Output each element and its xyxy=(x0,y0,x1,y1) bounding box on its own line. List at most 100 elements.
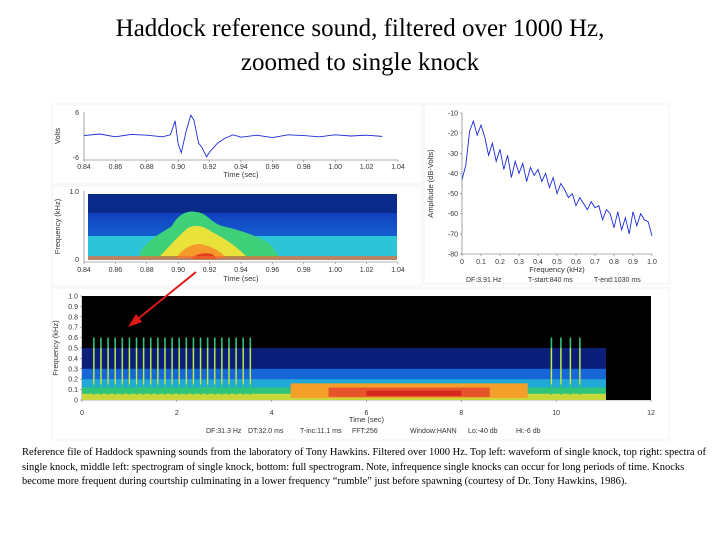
waveform-x-tick-label: 0.96 xyxy=(266,164,280,171)
spectrum-x-tick-label: 0.7 xyxy=(590,259,600,266)
spectro-full-y-tick-label: 0.6 xyxy=(68,335,78,342)
spectro-full-x-label: Time (sec) xyxy=(349,415,385,424)
spectro-zoom-x-tick-label: 0.84 xyxy=(77,267,91,274)
spectro-zoom-x-tick-label: 0.94 xyxy=(234,267,248,274)
waveform-x-tick-label: 1.02 xyxy=(360,164,374,171)
spectro-zoom-y-tick-label: 0 xyxy=(75,257,79,264)
spectrum-y-tick-label: -50 xyxy=(448,191,458,198)
spectrum-annotation: T-end:1030 ms xyxy=(594,277,641,284)
spectrum-x-tick-label: 0.2 xyxy=(495,259,505,266)
spectro-zoom-x-tick-label: 0.86 xyxy=(109,267,123,274)
spectro-knock xyxy=(143,348,145,385)
spectrum-y-label: Amplitude (dB-Volts) xyxy=(426,149,435,218)
waveform-x-tick-label: 0.90 xyxy=(171,164,185,171)
waveform-axes: 0.84 0.86 0.88 0.90 0.92 0.94 0.96 0.98 1.00 1.02… xyxy=(53,110,405,179)
spectro-knock xyxy=(249,348,251,385)
waveform-x-label: Time (sec) xyxy=(223,170,259,179)
spectrum-x-tick-label: 0.9 xyxy=(628,259,638,266)
spectrum-y-tick-label: -60 xyxy=(448,211,458,218)
spectrum-y-tick-label: -40 xyxy=(448,171,458,178)
waveform-x-tick-label: 0.88 xyxy=(140,164,154,171)
spectro-rumble xyxy=(366,390,462,396)
waveform-panel xyxy=(51,103,423,185)
spectro-zoom-x-tick-label: 1.04 xyxy=(391,267,405,274)
spectrum-annotation: T-start:840 ms xyxy=(528,277,573,284)
spectrum-panel xyxy=(423,103,670,285)
waveform-x-tick-label: 0.84 xyxy=(77,164,91,171)
spectro-full-y-tick-label: 0.3 xyxy=(68,366,78,373)
slide-title: Haddock reference sound, filtered over 1… xyxy=(0,12,720,80)
spectrum-x-tick-label: 1.0 xyxy=(647,259,657,266)
spectro-knock xyxy=(135,348,138,385)
spectro-full-y-tick-label: 0.9 xyxy=(68,304,78,311)
spectro-knock xyxy=(221,348,223,385)
spectrum-x-tick-label: 0.5 xyxy=(552,259,562,266)
spectro-full-y-tick-label: 0.2 xyxy=(68,377,78,384)
spectrum-y-tick-label: -30 xyxy=(448,151,458,158)
spectro-zoom-y-tick-label: 1.0 xyxy=(69,189,79,196)
spectro-zoom-x-tick-label: 0.98 xyxy=(297,267,311,274)
spectro-full-footer: Hi:-6 db xyxy=(516,428,541,435)
spectrum-y-tick-label: -10 xyxy=(448,111,458,118)
spectro-knock xyxy=(214,348,216,385)
waveform-y-tick-label: 6 xyxy=(75,110,79,117)
spectro-knock xyxy=(178,348,180,385)
spectro-full-footer: FFT:256 xyxy=(352,428,378,435)
waveform-x-tick-label: 0.92 xyxy=(203,164,217,171)
spectro-full-y-label: Frequency (kHz) xyxy=(51,320,60,376)
spectro-zoom-axes: 0.84 0.86 0.88 0.90 0.92 0.94 0.96 0.98 1.00 1.02… xyxy=(53,189,405,283)
waveform-y-tick-label: -6 xyxy=(73,155,79,162)
waveform-line xyxy=(83,114,383,158)
spectro-knock xyxy=(157,348,159,385)
caption: Reference file of Haddock spawning sound… xyxy=(22,447,706,487)
spectro-full-y-tick-label: 1.0 xyxy=(68,294,78,301)
spectro-full-x-tick-label: 10 xyxy=(552,410,560,417)
waveform-x-tick-label: 1.00 xyxy=(328,164,342,171)
spectro-knock xyxy=(242,348,244,385)
spectro-knock xyxy=(228,348,230,385)
spectro-full-x-tick-label: 12 xyxy=(647,410,655,417)
title-line-2: zoomed to single knock xyxy=(240,49,480,76)
spectro-zoom-x-tick-label: 1.02 xyxy=(360,267,374,274)
red-arrow-icon xyxy=(128,271,197,327)
spectro-full-y-tick-label: 0.1 xyxy=(68,387,78,394)
spectro-knock xyxy=(579,348,581,385)
spectro-knock xyxy=(107,348,109,385)
spectro-full-y-tick-label: 0.8 xyxy=(68,314,78,321)
spectro-full-y-tick-label: 0.4 xyxy=(68,356,78,363)
spectro-zoom-x-tick-label: 1.00 xyxy=(328,267,342,274)
spectro-knock xyxy=(207,348,209,385)
spectro-knock xyxy=(199,348,202,385)
spectro-zoom-y-label: Frequency (kHz) xyxy=(53,198,62,254)
spectrum-x-label: Frequency (kHz) xyxy=(529,265,585,274)
spectrum-x-tick-label: 0.1 xyxy=(476,259,486,266)
spectro-full-image xyxy=(82,296,651,400)
spectro-knock xyxy=(171,348,173,385)
spectro-full-footer: T-inc:11.1 ms xyxy=(300,428,342,435)
spectrum-y-tick-label: -80 xyxy=(448,252,458,259)
spectro-full-x-tick-label: 8 xyxy=(459,410,463,417)
spectro-full-y-tick-label: 0.7 xyxy=(68,325,78,332)
spectro-knock xyxy=(560,348,562,385)
spectro-full-footer: Lo:-40 db xyxy=(468,428,498,435)
waveform-x-tick-label: 0.86 xyxy=(109,164,123,171)
spectrum-x-tick-label: 0.3 xyxy=(514,259,524,266)
spectrum-annotation: DF:3.91 Hz xyxy=(466,277,502,284)
spectro-full-x-tick-label: 0 xyxy=(80,410,84,417)
spectro-knock xyxy=(93,348,95,385)
spectro-full-x-tick-label: 6 xyxy=(365,410,369,417)
spectro-zoom-x-tick-label: 0.92 xyxy=(203,267,217,274)
spectrum-x-tick-label: 0.8 xyxy=(609,259,619,266)
spectro-full-y-tick-label: 0.5 xyxy=(68,346,78,353)
spectrum-y-tick-label: -70 xyxy=(448,231,458,238)
spectro-knock xyxy=(128,348,131,385)
waveform-x-tick-label: 0.98 xyxy=(297,164,311,171)
spectrum-x-tick-label: 0 xyxy=(460,259,464,266)
spectro-knock xyxy=(192,348,195,385)
waveform-x-tick-label: 1.04 xyxy=(391,164,405,171)
spectrum-y-tick-label: -20 xyxy=(448,131,458,138)
spectro-zoom-x-tick-label: 0.90 xyxy=(171,267,185,274)
spectrum-axes: 0 0.1 0.2 0.3 0.4 0.5 0.6 0.7 0.8 0.9 1.0 -10 -20 -30… xyxy=(426,111,657,285)
spectro-zoom-x-tick-label: 0.96 xyxy=(266,267,280,274)
